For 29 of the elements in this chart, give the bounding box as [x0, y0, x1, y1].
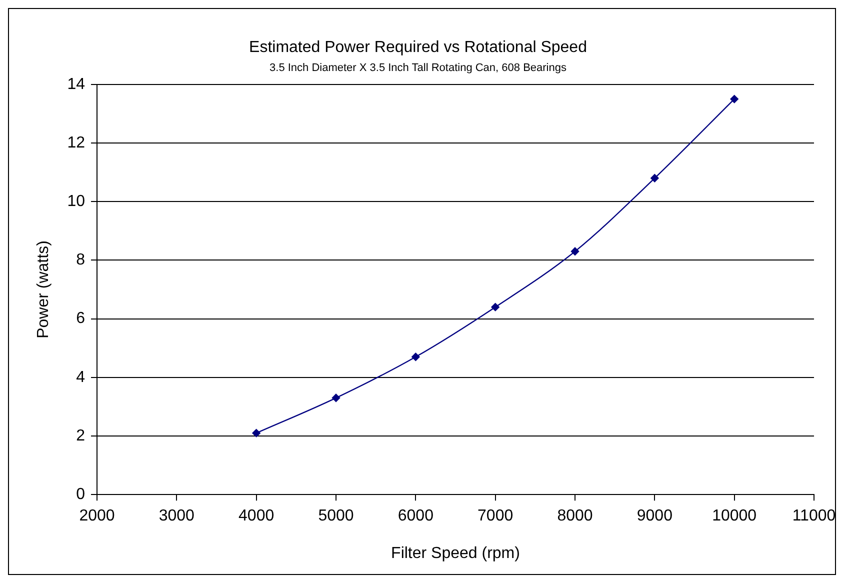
x-tick-label: 3000 [158, 508, 195, 525]
chart-subtitle: 3.5 Inch Diameter X 3.5 Inch Tall Rotating Can, 608 Bearings [270, 62, 567, 74]
y-tick-label: 6 [76, 310, 86, 328]
point [650, 174, 659, 182]
point [332, 394, 340, 402]
point [252, 428, 260, 438]
x-tick-label: 2000 [79, 508, 115, 525]
y-tick-label: 14 [67, 76, 86, 93]
x-tick-label: 7000 [478, 508, 514, 525]
x-tick-label: 11000 [792, 508, 836, 525]
chart-title: Estimated Power Required vs Rotational Speed [249, 39, 587, 56]
y-axis-title: Power (watts) [35, 240, 52, 338]
x-axis-title: Filter Speed (rpm) [391, 544, 520, 562]
x-tick-label: 9000 [636, 508, 673, 525]
y-tick-label: 10 [67, 193, 86, 210]
x-tick-label: 6000 [398, 508, 434, 525]
point [491, 302, 500, 312]
x-tick-label: 10000 [712, 508, 757, 525]
y-tick-label: 0 [76, 486, 86, 504]
y-tick-label: 2 [76, 427, 86, 444]
x-tick-label: 5000 [318, 508, 354, 525]
y-tick-label: 4 [76, 368, 86, 386]
y-tick-label: 12 [67, 134, 86, 152]
y-tick-label: 8 [76, 252, 86, 269]
point [412, 352, 420, 361]
x-tick-label: 8000 [557, 508, 593, 525]
x-tick-label: 4000 [238, 508, 274, 525]
point [730, 94, 738, 104]
point [570, 247, 580, 256]
